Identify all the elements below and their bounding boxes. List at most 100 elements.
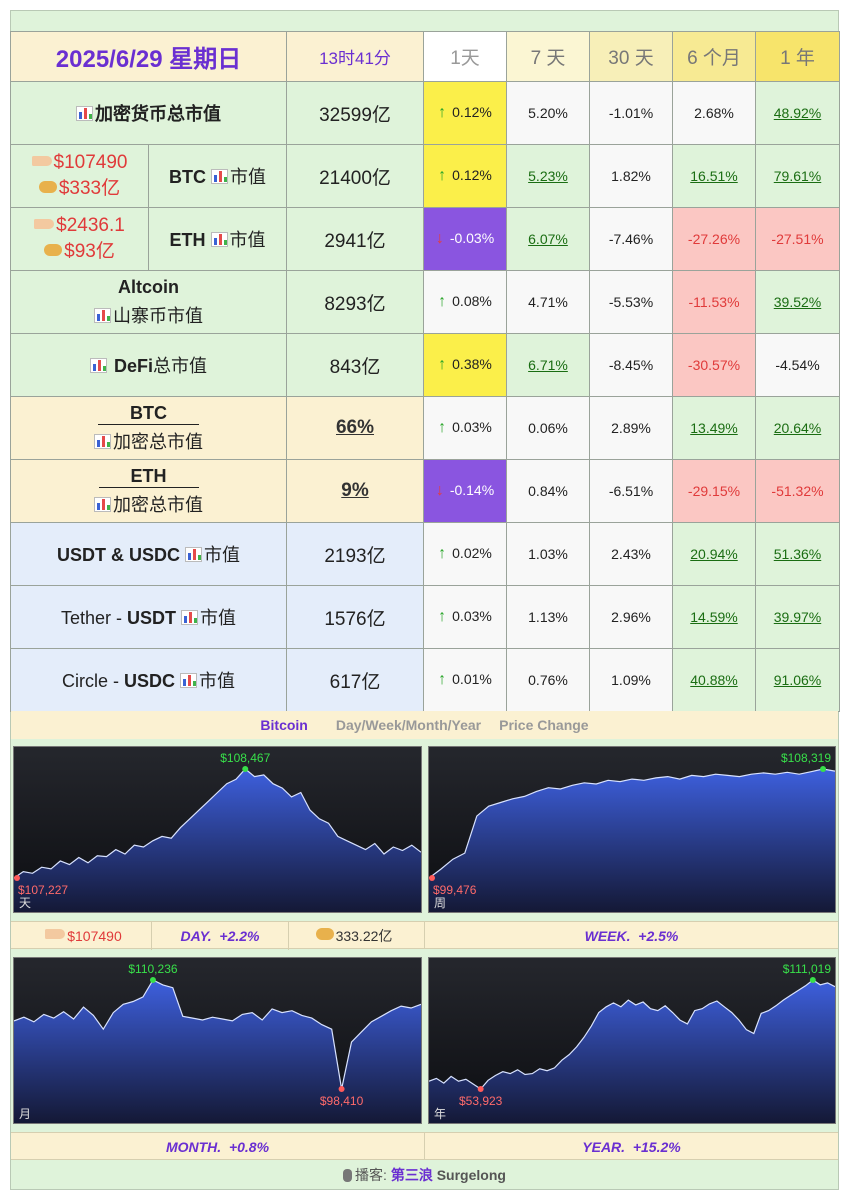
change-1y[interactable]: 91.06% <box>773 672 822 688</box>
change-cell: -6.51% <box>589 459 673 523</box>
change-1d: 0.12% <box>452 104 492 120</box>
ethdom-value[interactable]: 9% <box>286 459 424 523</box>
row-label: ETH 加密总市值 <box>10 459 287 523</box>
stable-label: 市值 <box>204 545 241 565</box>
period-30d: 30 天 <box>589 31 673 82</box>
change-cell[interactable]: 14.59% <box>672 585 756 649</box>
footer: 播客: 第三浪 Surgelong <box>11 1162 838 1189</box>
change-cell[interactable]: 40.88% <box>672 648 756 712</box>
period-1d: 1天 <box>423 31 507 82</box>
usdc-prefix: Circle - <box>61 671 124 691</box>
min-price-label: $53,923 <box>459 1094 503 1108</box>
min-price-label: $98,410 <box>320 1094 364 1108</box>
row-label: Circle - USDC 市值 <box>10 648 287 712</box>
change-1d: 0.01% <box>452 671 492 687</box>
change-cell: ↑ 0.03% <box>423 585 507 649</box>
change-6m[interactable]: 14.59% <box>690 609 738 625</box>
change-cell: 5.20% <box>506 81 590 145</box>
down-arrow-icon: ↓ <box>435 230 444 247</box>
change-1y[interactable]: 79.61% <box>773 168 822 184</box>
min-point <box>477 1086 484 1092</box>
change-cell[interactable]: 51.36% <box>755 522 840 586</box>
change-1y[interactable]: 39.97% <box>773 609 822 625</box>
change-1d: 0.02% <box>452 545 492 561</box>
change-1y: -51.32% <box>771 483 824 499</box>
usdt-label: 市值 <box>200 608 237 628</box>
change-cell: ↓ -0.14% <box>423 459 507 523</box>
change-cell: ↑ 0.38% <box>423 333 507 397</box>
eth-label: 市值 <box>229 230 266 250</box>
handshake-icon <box>315 928 334 940</box>
change-1y[interactable]: 51.36% <box>773 546 822 562</box>
change-cell[interactable]: 91.06% <box>755 648 840 712</box>
change-1y[interactable]: 20.64% <box>773 420 822 436</box>
change-7d[interactable]: 5.23% <box>528 168 568 184</box>
usdc-value: 617亿 <box>286 648 424 712</box>
change-cell[interactable]: 6.71% <box>506 333 590 397</box>
day-strip: $107490 DAY. +2.2% 333.22亿 <box>11 921 424 950</box>
price-tag-icon <box>34 219 55 229</box>
change-cell: 1.82% <box>589 144 673 208</box>
section-desc2: Price Change <box>499 717 589 733</box>
change-7d[interactable]: 6.71% <box>528 357 568 373</box>
price-tag-icon <box>45 929 66 939</box>
change-cell[interactable]: 20.94% <box>672 522 756 586</box>
up-arrow-icon: ↑ <box>438 356 447 373</box>
change-1y[interactable]: 48.92% <box>773 105 822 121</box>
altcoin-value: 8293亿 <box>286 270 424 334</box>
change-cell[interactable]: 20.64% <box>755 396 840 460</box>
stable-coin: USDT & USDC <box>56 545 180 565</box>
change-cell: -11.53% <box>672 270 756 334</box>
change-cell[interactable]: 6.07% <box>506 207 590 271</box>
btc-coin: BTC <box>168 167 206 187</box>
eth-coin: ETH <box>169 230 206 250</box>
bar-chart-icon <box>180 673 198 688</box>
change-1d: -0.14% <box>449 482 495 498</box>
change-cell: 2.68% <box>672 81 756 145</box>
change-7d[interactable]: 6.07% <box>528 231 568 247</box>
change-6m[interactable]: 16.51% <box>690 168 738 184</box>
month-strip: MONTH. +0.8% <box>11 1132 424 1160</box>
footer-name[interactable]: 第三浪 <box>390 1167 433 1183</box>
btc-week-chart: $108,319 $99,476 周 <box>428 746 836 913</box>
change-1d: 0.38% <box>452 356 492 372</box>
row-eth: $2436.1 $93亿 ETH 市值 2941亿 ↓ -0.03% 6.07% … <box>10 207 840 271</box>
change-6m[interactable]: 40.88% <box>690 672 738 688</box>
change-cell[interactable]: 39.52% <box>755 270 840 334</box>
bar-chart-icon <box>76 106 93 121</box>
max-price-label: $108,467 <box>220 751 270 765</box>
change-cell[interactable]: 48.92% <box>755 81 840 145</box>
change-cell[interactable]: 39.97% <box>755 585 840 649</box>
price-line <box>429 979 835 1090</box>
handshake-icon <box>38 181 57 193</box>
stable-value: 2193亿 <box>286 522 424 586</box>
day-change-cell: DAY. +2.2% <box>151 922 289 950</box>
change-6m[interactable]: 13.49% <box>690 420 738 436</box>
day-label: DAY. <box>180 928 212 944</box>
up-arrow-icon: ↑ <box>438 104 447 121</box>
max-point <box>149 977 156 983</box>
footer-prefix: 播客: <box>355 1167 387 1183</box>
change-cell[interactable]: 13.49% <box>672 396 756 460</box>
ethdom-title: ETH <box>98 466 199 488</box>
up-arrow-icon: ↑ <box>438 671 447 688</box>
row-label: ETH 市值 <box>148 207 287 271</box>
change-cell[interactable]: 79.61% <box>755 144 840 208</box>
change-30d: 2.43% <box>611 546 651 562</box>
day-volume-cell: 333.22亿 <box>289 922 419 950</box>
btcdom-value[interactable]: 66% <box>286 396 424 460</box>
change-30d: -7.46% <box>608 231 654 247</box>
footer-en[interactable]: Surgelong <box>436 1167 506 1183</box>
row-stablecoins: USDT & USDC 市值 2193亿 ↑ 0.02% 1.03% 2.43% … <box>10 522 840 586</box>
change-cell[interactable]: 5.23% <box>506 144 590 208</box>
min-point <box>429 875 435 881</box>
day-price-cell: $107490 <box>16 922 151 950</box>
market-table: 2025/6/29 星期日 13时41分 1天 7 天 30 天 6 个月 1 … <box>10 31 840 712</box>
change-cell[interactable]: 16.51% <box>672 144 756 208</box>
change-6m[interactable]: 20.94% <box>690 546 738 562</box>
defi-label: 总市值 <box>153 356 208 376</box>
change-1y[interactable]: 39.52% <box>773 294 822 310</box>
period-label: 月 <box>19 1107 31 1121</box>
btc-value: 21400亿 <box>286 144 424 208</box>
price-line <box>14 768 421 879</box>
